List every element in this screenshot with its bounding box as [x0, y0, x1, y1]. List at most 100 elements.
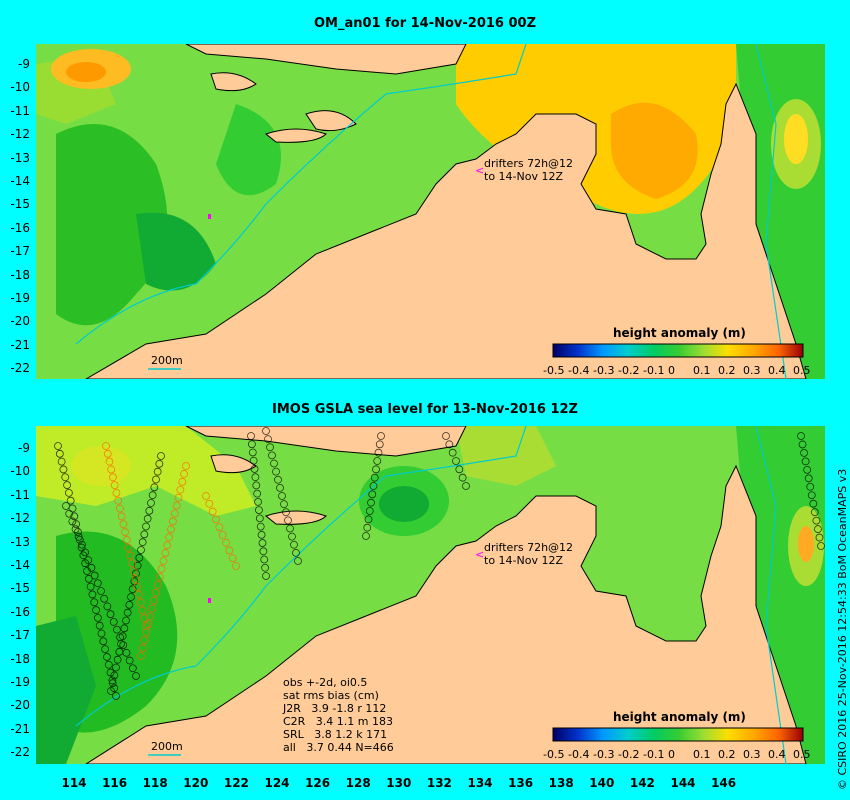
satellite-obs-marker: [128, 664, 137, 673]
satellite-obs-marker: [90, 571, 99, 580]
y-tick-label: -12: [10, 511, 30, 526]
satellite-obs-marker: [250, 465, 259, 473]
satellite-obs-marker: [107, 465, 116, 474]
y-tick-label: -21: [10, 721, 30, 736]
satellite-obs-marker: [59, 465, 68, 474]
legend-tick-label: 0.3: [743, 748, 761, 761]
satellite-obs-marker: [88, 590, 97, 599]
y-tick-label: -11: [10, 103, 30, 118]
satellite-obs-marker: [144, 620, 153, 629]
top-drifters-line1: drifters 72h@12: [484, 157, 573, 170]
legend-tick-label: -0.4: [568, 364, 589, 377]
satellite-obs-marker: [259, 547, 268, 556]
satellite-obs-marker: [368, 490, 377, 499]
credit-text: © CSIRO 2016 25-Nov-2016 12:54:33 BoM Oc…: [836, 468, 849, 790]
satellite-obs-marker: [159, 557, 168, 565]
satellite-obs-marker: [176, 485, 185, 494]
satellite-obs-marker: [106, 610, 115, 619]
y-tick-label: -20: [10, 314, 30, 329]
satellite-obs-marker: [286, 524, 294, 533]
y-tick-label: -10: [10, 80, 30, 95]
y-tick-label: -11: [10, 487, 30, 502]
satellite-obs-marker: [258, 539, 267, 547]
satellite-obs-marker: [161, 549, 170, 557]
satellite-obs-marker: [256, 522, 265, 531]
satellite-obs-marker: [797, 432, 805, 440]
satellite-obs-marker: [262, 427, 270, 435]
satellite-obs-marker: [363, 523, 372, 532]
satellite-obs-marker: [78, 540, 86, 549]
satellite-obs-marker: [174, 493, 183, 502]
satellite-obs-marker: [105, 457, 114, 466]
satellite-obs-marker: [120, 624, 129, 633]
stats-line: obs +-2d, oi0.5: [283, 676, 367, 689]
legend-tick-label: 0.4: [768, 748, 786, 761]
satellite-obs-marker: [152, 588, 160, 597]
satellite-obs-marker: [128, 585, 137, 594]
x-tick-label: 146: [711, 776, 737, 790]
satellite-obs-marker: [153, 467, 162, 476]
satellite-obs-marker: [252, 481, 261, 490]
top-map[interactable]: < drifters 72h@12 to 14-Nov 12Z 200m hei…: [36, 44, 825, 379]
y-tick-label: -18: [10, 651, 30, 666]
x-tick-label: 120: [183, 776, 209, 790]
satellite-obs-marker: [104, 660, 113, 669]
y-tick-label: -13: [10, 150, 30, 165]
satellite-obs-marker: [136, 598, 145, 607]
satellite-obs-marker: [215, 523, 224, 532]
y-tick-label: -14: [10, 174, 30, 188]
satellite-obs-marker: [121, 528, 130, 536]
satellite-obs-marker: [133, 582, 142, 591]
satellite-obs-marker: [364, 515, 373, 524]
satellite-obs-marker: [225, 546, 234, 555]
x-tick-label: 132: [426, 776, 452, 790]
satellite-obs-marker: [232, 562, 240, 570]
satellite-obs-marker: [112, 489, 121, 497]
satellite-obs-marker: [290, 540, 298, 549]
satellite-obs-marker: [108, 676, 117, 685]
satellite-obs-marker: [55, 449, 64, 458]
satellite-obs-marker: [288, 532, 296, 541]
satellite-obs-marker: [68, 517, 77, 526]
satellite-obs-marker: [815, 533, 824, 542]
satellite-obs-marker: [228, 554, 237, 563]
satellite-obs-marker: [817, 542, 825, 550]
satellite-obs-marker: [803, 465, 812, 474]
satellite-obs-marker: [458, 473, 467, 482]
satellite-obs-marker: [180, 470, 189, 478]
satellite-obs-marker: [101, 645, 110, 654]
x-tick-label: 134: [467, 776, 493, 790]
satellite-obs-marker: [140, 636, 149, 645]
satellite-obs-marker: [369, 482, 378, 490]
satellite-obs-marker: [140, 530, 149, 539]
satellite-obs-marker: [208, 507, 217, 516]
satellite-obs-marker: [268, 451, 276, 460]
legend-tick-label: -0.1: [643, 748, 664, 761]
satellite-obs-marker: [806, 482, 815, 491]
satellite-obs-marker: [155, 572, 164, 581]
satellite-obs-marker: [112, 692, 120, 700]
satellite-obs-marker: [147, 499, 155, 507]
svg-text:<: <: [475, 548, 484, 561]
bottom-map[interactable]: < drifters 72h@12 to 14-Nov 12Z obs +-2d…: [36, 426, 825, 764]
satellite-obs-marker: [262, 572, 270, 580]
satellite-obs-marker: [294, 557, 302, 565]
satellite-obs-marker: [370, 473, 379, 482]
satellite-obs-marker: [81, 548, 89, 557]
satellite-obs-marker: [110, 481, 119, 490]
satellite-obs-marker: [374, 448, 383, 457]
satellite-obs-marker: [143, 514, 152, 523]
satellite-obs-marker: [278, 492, 286, 500]
x-tick-label: 136: [508, 776, 534, 790]
x-tick-label: 144: [670, 776, 696, 790]
satellite-obs-marker: [255, 506, 263, 515]
y-tick-label: -9: [18, 57, 30, 71]
satellite-obs-marker: [247, 432, 255, 440]
satellite-obs-marker: [261, 563, 270, 572]
satellite-obs-marker: [804, 474, 813, 483]
satellite-obs-marker: [272, 467, 280, 476]
satellite-obs-marker: [157, 452, 165, 460]
top-map-title: OM_an01 for 14-Nov-2016 00Z: [313, 16, 537, 31]
satellite-obs-marker: [155, 459, 164, 468]
legend-tick-label: 0: [668, 748, 675, 761]
